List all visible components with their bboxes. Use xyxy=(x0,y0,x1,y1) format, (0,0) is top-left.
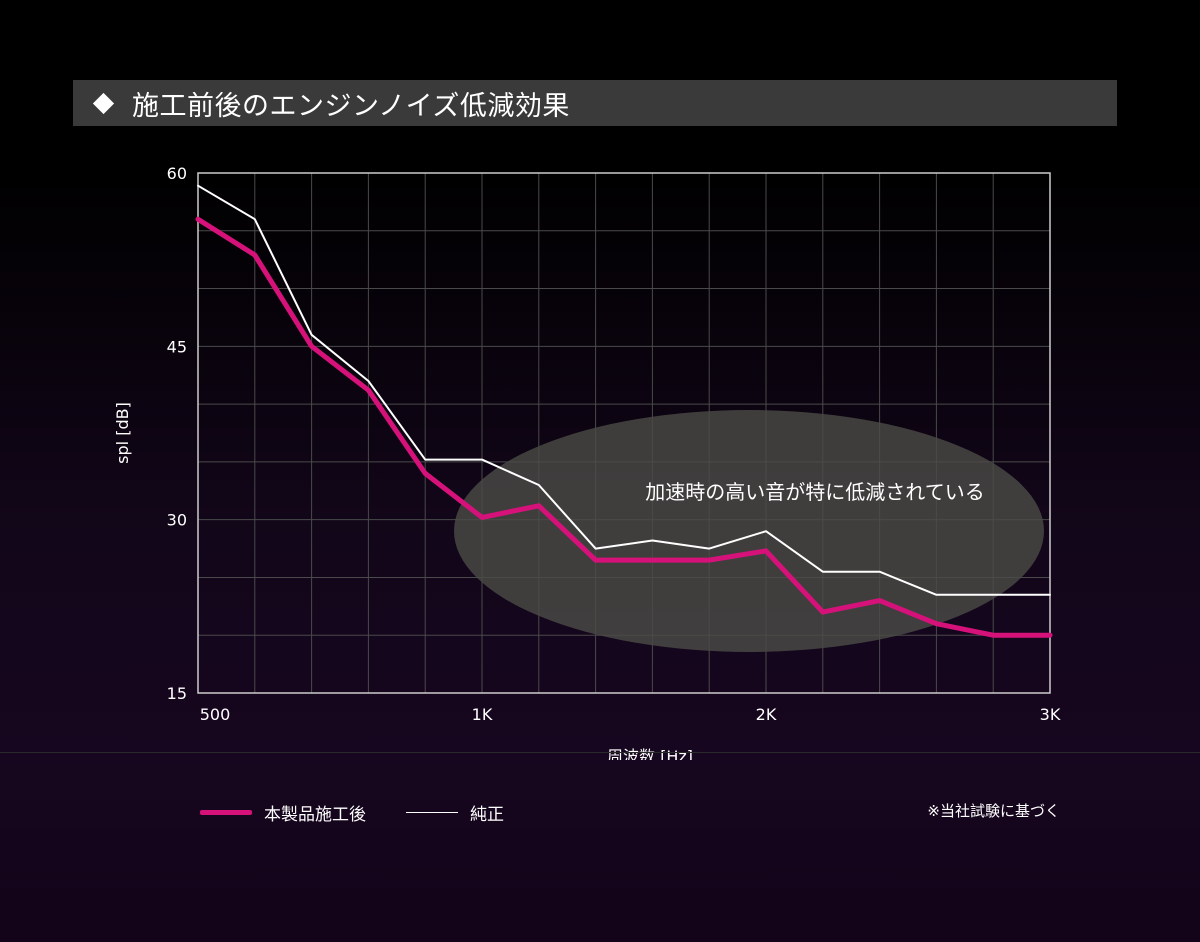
legend-item-after: 本製品施工後 xyxy=(200,800,366,825)
series-line-1 xyxy=(195,216,1053,638)
legend-swatch-pink xyxy=(200,810,252,815)
y-tick-labels: 60 45 30 15 xyxy=(167,164,187,703)
chart-title-bar: 施工前後のエンジンノイズ低減効果 xyxy=(73,80,1117,126)
legend-swatch-white xyxy=(406,811,458,814)
y-tick-label: 60 xyxy=(167,164,187,183)
series-group xyxy=(195,184,1053,638)
plot-frame xyxy=(197,172,1051,694)
x-axis-label: 周波数 [Hz] xyxy=(607,747,693,760)
legend-item-stock: 純正 xyxy=(406,800,504,825)
highlight-ellipse xyxy=(454,410,1044,652)
divider xyxy=(0,752,1200,753)
legend-label-after: 本製品施工後 xyxy=(264,805,366,825)
annotation-text: 加速時の高い音が特に低減されている xyxy=(645,480,984,504)
footnote: ※当社試験に基づく xyxy=(927,802,1060,820)
x-tick-label: 3K xyxy=(1040,705,1061,724)
series-line-0 xyxy=(197,184,1051,596)
x-tick-labels: 500 1K 2K 3K xyxy=(200,705,1061,724)
x-tick-label: 500 xyxy=(200,705,231,724)
y-axis-label: spl [dB] xyxy=(113,402,132,464)
y-tick-label: 15 xyxy=(167,684,187,703)
y-tick-label: 30 xyxy=(167,511,187,530)
line-chart: 加速時の高い音が特に低減されている 60 45 30 15 500 1K 2K 3K spl… xyxy=(113,164,1061,760)
chart-title: 施工前後のエンジンノイズ低減効果 xyxy=(132,90,570,122)
legend-label-stock: 純正 xyxy=(470,805,504,825)
y-tick-label: 45 xyxy=(167,337,187,356)
x-tick-label: 2K xyxy=(756,705,777,724)
x-tick-label: 1K xyxy=(472,705,493,724)
legend: 本製品施工後 純正 xyxy=(200,800,544,825)
